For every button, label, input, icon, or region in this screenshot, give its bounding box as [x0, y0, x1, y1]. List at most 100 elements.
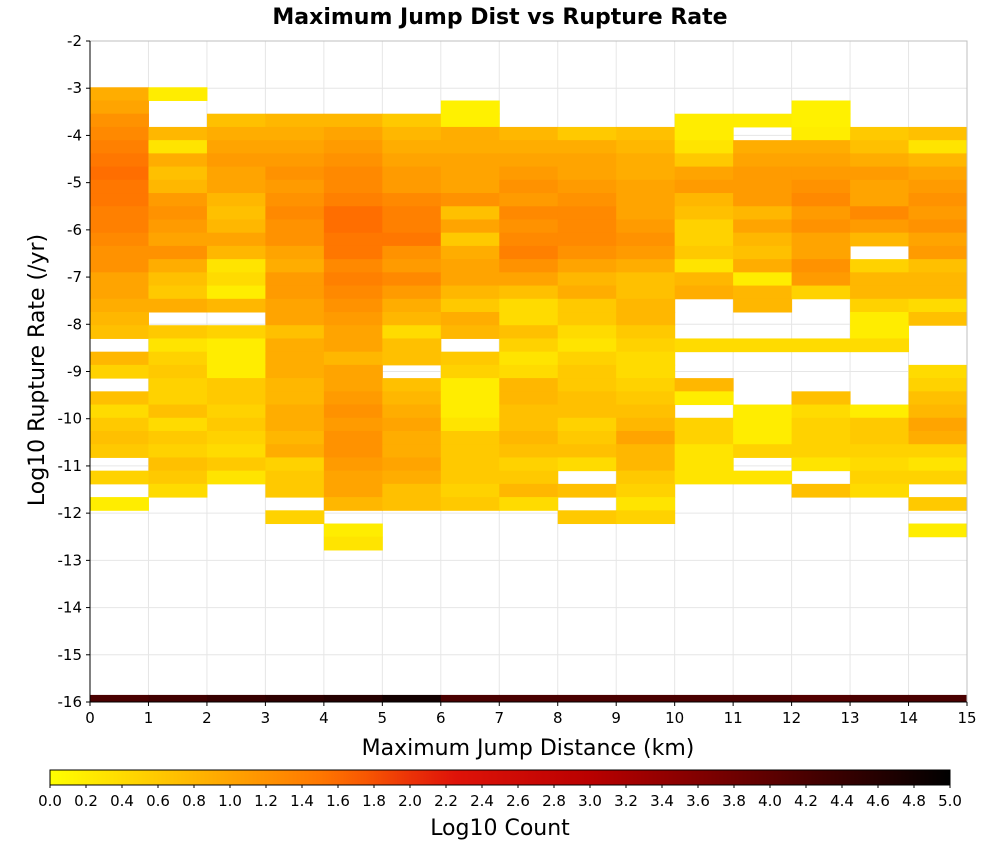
heatmap-cell [323, 272, 383, 287]
heatmap-cell [90, 497, 149, 511]
colorbar-tick-label: 0.8 [182, 792, 206, 810]
heatmap-cell [674, 153, 734, 168]
heatmap-cell [557, 351, 617, 366]
heatmap-cell [908, 523, 968, 538]
heatmap-cell [850, 470, 910, 485]
heatmap-cell [733, 694, 793, 702]
heatmap-cell [616, 391, 676, 406]
heatmap-cell [382, 457, 442, 472]
heatmap-cell [323, 166, 383, 181]
heatmap-cell [206, 113, 266, 128]
colorbar-tick-label: 0.6 [146, 792, 170, 810]
colorbar [49, 769, 951, 786]
heatmap-cell [90, 140, 149, 154]
heatmap-cell [382, 694, 442, 702]
heatmap-cell [557, 179, 617, 194]
heatmap-cell [557, 391, 617, 406]
heatmap-cell [90, 325, 149, 339]
heatmap-cell [850, 444, 910, 458]
chart-title: Maximum Jump Dist vs Rupture Rate [272, 5, 727, 30]
heatmap-cell [148, 694, 208, 702]
heatmap-cell [90, 351, 149, 366]
heatmap-cell [616, 510, 676, 525]
heatmap-cell [908, 272, 968, 287]
heatmap-cell [557, 298, 617, 313]
heatmap-cell [265, 140, 325, 154]
heatmap-cell [674, 338, 734, 353]
heatmap-cell [323, 536, 383, 551]
heatmap-cell [557, 166, 617, 181]
heatmap-cell [265, 166, 325, 181]
heatmap-cell [557, 430, 617, 445]
x-tick-label: 5 [378, 709, 388, 727]
colorbar-tick-label: 0.2 [74, 792, 98, 810]
heatmap-cell [791, 206, 851, 220]
heatmap-cell [440, 325, 500, 339]
heatmap-cell [616, 417, 676, 432]
heatmap-cell [90, 245, 149, 260]
heatmap-cell [499, 259, 559, 273]
heatmap-cell [733, 259, 793, 273]
x-tick-label: 3 [261, 709, 271, 727]
heatmap-cell [499, 430, 559, 445]
heatmap-cell [616, 694, 676, 702]
heatmap-cell [265, 126, 325, 141]
heatmap-cell [674, 272, 734, 287]
heatmap-cell [382, 312, 442, 326]
heatmap-cell [323, 523, 383, 538]
heatmap-cell [733, 166, 793, 181]
heatmap-cell [323, 391, 383, 406]
heatmap-cell [908, 404, 968, 419]
heatmap-cell [206, 338, 266, 353]
heatmap-cell [674, 444, 734, 458]
heatmap-cell [908, 312, 968, 326]
heatmap-cell [206, 193, 266, 207]
heatmap-cell [206, 391, 266, 406]
heatmap-cell [908, 694, 968, 702]
heatmap-cell [791, 232, 851, 247]
heatmap-cell [791, 483, 851, 498]
heatmap-cell [90, 206, 149, 220]
heatmap-cell [206, 126, 266, 141]
heatmap-cell [791, 179, 851, 194]
heatmap-cell [265, 351, 325, 366]
heatmap-cell [265, 113, 325, 128]
heatmap-cell [674, 694, 734, 702]
heatmap-cell [382, 298, 442, 313]
heatmap-cell [148, 351, 208, 366]
heatmap-cell [733, 470, 793, 485]
heatmap-cell [557, 126, 617, 141]
colorbar-tick-label: 3.2 [614, 792, 638, 810]
y-tick-label: -6 [67, 221, 82, 239]
heatmap-cell [908, 364, 968, 379]
heatmap-cell [499, 206, 559, 220]
heatmap-cell [90, 285, 149, 300]
heatmap-cell [148, 470, 208, 485]
heatmap-cell [733, 153, 793, 168]
heatmap-cell [265, 232, 325, 247]
heatmap-cell [616, 245, 676, 260]
heatmap-cell [733, 232, 793, 247]
heatmap-cell [440, 232, 500, 247]
y-tick-label: -10 [58, 410, 83, 428]
heatmap-cell [206, 364, 266, 379]
heatmap-cell [616, 272, 676, 287]
heatmap-cell [733, 245, 793, 260]
heatmap-cell [908, 259, 968, 273]
heatmap-cell [791, 444, 851, 458]
heatmap-cell [791, 404, 851, 419]
heatmap-cell [850, 312, 910, 326]
heatmap-cell [616, 483, 676, 498]
heatmap-cell [148, 457, 208, 472]
heatmap-cell [323, 497, 383, 511]
heatmap-cell [440, 694, 500, 702]
heatmap-cell [382, 338, 442, 353]
heatmap-cell [908, 444, 968, 458]
y-tick-label: -8 [67, 315, 82, 333]
heatmap-cell [674, 417, 734, 432]
heatmap-cell [674, 219, 734, 234]
heatmap-cell [674, 259, 734, 273]
heatmap-cell [557, 219, 617, 234]
heatmap-cell [791, 245, 851, 260]
heatmap-cell [206, 444, 266, 458]
